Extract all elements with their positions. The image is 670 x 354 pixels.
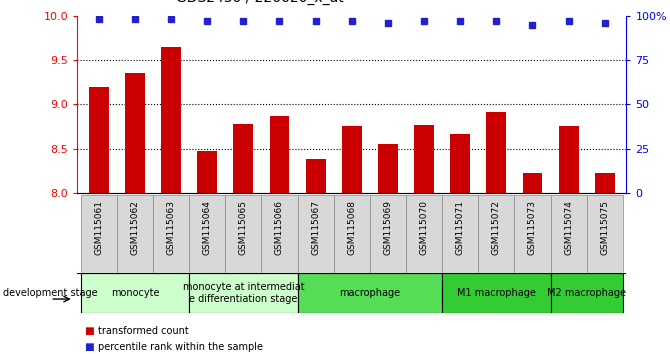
Bar bbox=[80, 273, 189, 313]
Text: GSM115070: GSM115070 bbox=[419, 200, 429, 255]
Bar bbox=[478, 195, 515, 273]
Text: GSM115065: GSM115065 bbox=[239, 200, 248, 255]
Bar bbox=[197, 152, 217, 193]
Text: GSM115064: GSM115064 bbox=[202, 200, 212, 255]
Text: development stage: development stage bbox=[3, 288, 98, 298]
Text: transformed count: transformed count bbox=[98, 326, 189, 336]
Text: GSM115063: GSM115063 bbox=[167, 200, 176, 255]
Bar bbox=[587, 195, 623, 273]
Bar bbox=[378, 144, 398, 193]
Text: GSM115067: GSM115067 bbox=[311, 200, 320, 255]
Bar bbox=[297, 195, 334, 273]
Bar bbox=[80, 195, 117, 273]
Text: GSM115073: GSM115073 bbox=[528, 200, 537, 255]
Bar bbox=[559, 126, 579, 193]
Bar bbox=[406, 195, 442, 273]
Bar bbox=[153, 195, 189, 273]
Bar bbox=[269, 116, 289, 193]
Bar bbox=[189, 195, 225, 273]
Text: percentile rank within the sample: percentile rank within the sample bbox=[98, 342, 263, 352]
Bar bbox=[342, 126, 362, 193]
Bar bbox=[370, 195, 406, 273]
Bar bbox=[442, 195, 478, 273]
Text: ■: ■ bbox=[84, 342, 94, 352]
Bar bbox=[161, 47, 181, 193]
Bar bbox=[125, 74, 145, 193]
Text: GSM115075: GSM115075 bbox=[600, 200, 609, 255]
Text: ■: ■ bbox=[84, 326, 94, 336]
Bar bbox=[261, 195, 297, 273]
Text: GSM115066: GSM115066 bbox=[275, 200, 284, 255]
Bar bbox=[414, 125, 434, 193]
Bar bbox=[189, 273, 297, 313]
Text: M1 macrophage: M1 macrophage bbox=[457, 288, 536, 298]
Bar bbox=[551, 273, 623, 313]
Bar bbox=[442, 273, 551, 313]
Text: monocyte: monocyte bbox=[111, 288, 159, 298]
Text: GSM115062: GSM115062 bbox=[131, 200, 139, 255]
Text: GSM115074: GSM115074 bbox=[564, 200, 573, 255]
Text: M2 macrophage: M2 macrophage bbox=[547, 288, 626, 298]
Bar bbox=[297, 273, 442, 313]
Bar bbox=[486, 112, 507, 193]
Text: GSM115061: GSM115061 bbox=[94, 200, 103, 255]
Text: GDS2430 / 226620_x_at: GDS2430 / 226620_x_at bbox=[176, 0, 344, 5]
Text: GSM115068: GSM115068 bbox=[347, 200, 356, 255]
Bar bbox=[515, 195, 551, 273]
Bar bbox=[306, 159, 326, 193]
Bar bbox=[233, 124, 253, 193]
Text: monocyte at intermediat
e differentiation stage: monocyte at intermediat e differentiatio… bbox=[182, 282, 304, 304]
Text: GSM115069: GSM115069 bbox=[383, 200, 393, 255]
Bar bbox=[551, 195, 587, 273]
Text: GSM115072: GSM115072 bbox=[492, 200, 501, 255]
Bar bbox=[595, 173, 614, 193]
Bar bbox=[523, 173, 543, 193]
Bar bbox=[450, 134, 470, 193]
Bar bbox=[225, 195, 261, 273]
Text: GSM115071: GSM115071 bbox=[456, 200, 465, 255]
Bar bbox=[334, 195, 370, 273]
Bar bbox=[89, 87, 109, 193]
Bar bbox=[117, 195, 153, 273]
Text: macrophage: macrophage bbox=[339, 288, 401, 298]
